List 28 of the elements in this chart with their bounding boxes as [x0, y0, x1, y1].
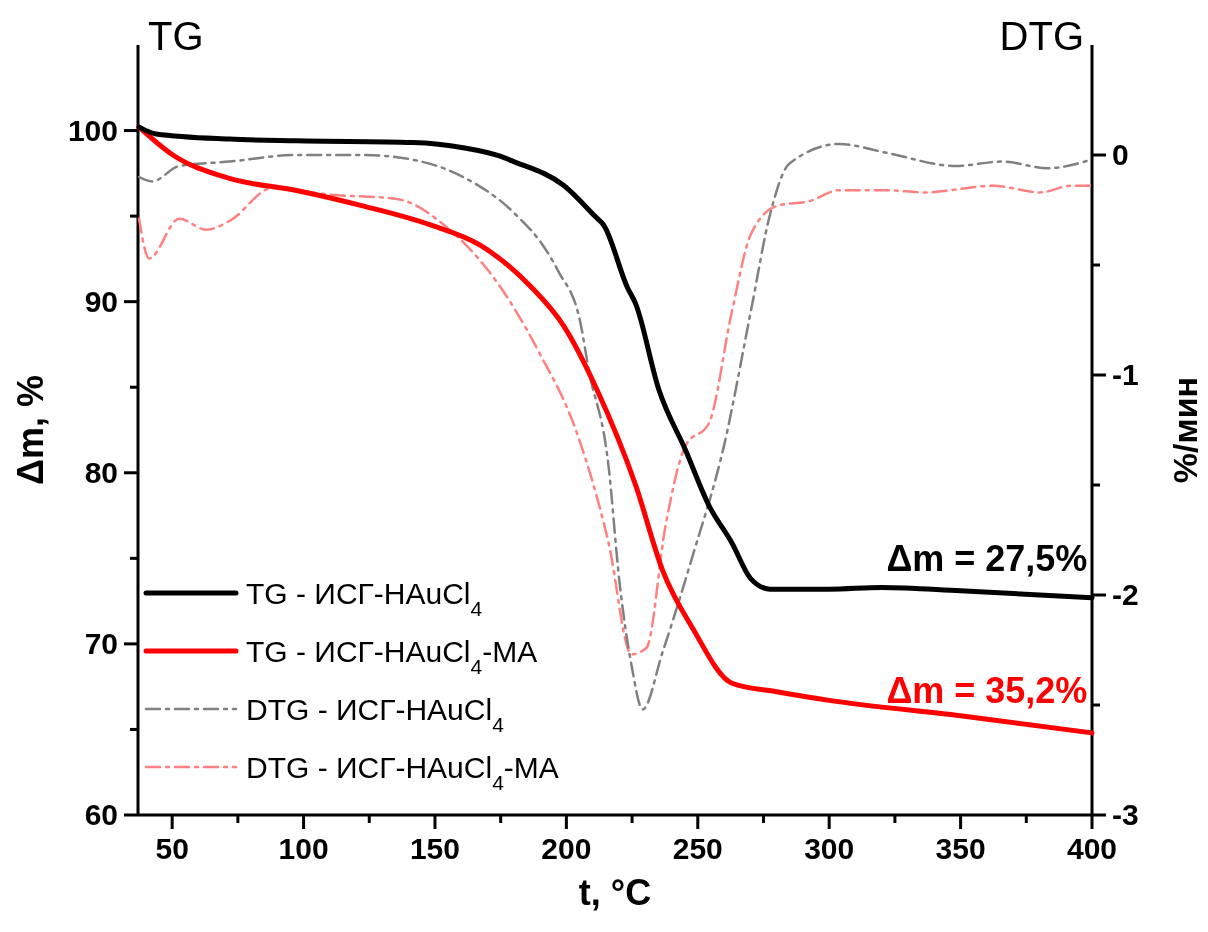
y-tick-label: 60	[84, 798, 118, 831]
y2-tick-label: -3	[1112, 798, 1139, 831]
y2-axis-title: %/мин	[1166, 376, 1204, 484]
legend-label: TG - ИСГ-HAuCl$_{4}$	[246, 577, 483, 620]
annotation: Δm = 35,2%	[886, 669, 1088, 711]
y-tick-label: 80	[84, 455, 118, 489]
y2-tick-label: -1	[1112, 358, 1139, 391]
y-tick-label: 90	[84, 284, 118, 318]
y-tick-label: 70	[84, 626, 118, 660]
x-tick-label: 50	[155, 832, 189, 865]
x-tick-label: 350	[935, 832, 986, 865]
x-tick-label: 100	[278, 832, 329, 865]
y-tick-label: 100	[67, 113, 118, 147]
annotation: DTG	[999, 14, 1084, 58]
legend-label: DTG - ИСГ-HAuCl$_{4}$	[246, 693, 505, 736]
legend-label: TG - ИСГ-HAuCl$_{4}$-MA	[246, 635, 538, 678]
y2-tick-label: 0	[1112, 138, 1129, 171]
x-tick-label: 200	[541, 832, 592, 865]
x-tick-label: 400	[1066, 832, 1118, 865]
annotation: Δm = 27,5%	[886, 538, 1088, 580]
x-axis-title: t, °C	[578, 872, 652, 913]
y-axis-title: Δm, %	[10, 375, 51, 485]
x-tick-label: 250	[672, 832, 723, 865]
annotation: TG	[148, 14, 204, 58]
y2-tick-label: -2	[1112, 578, 1139, 611]
legend-label: DTG - ИСГ-HAuCl$_{4}$-MA	[246, 751, 559, 794]
x-tick-label: 150	[409, 832, 461, 865]
x-tick-label: 300	[804, 832, 855, 865]
